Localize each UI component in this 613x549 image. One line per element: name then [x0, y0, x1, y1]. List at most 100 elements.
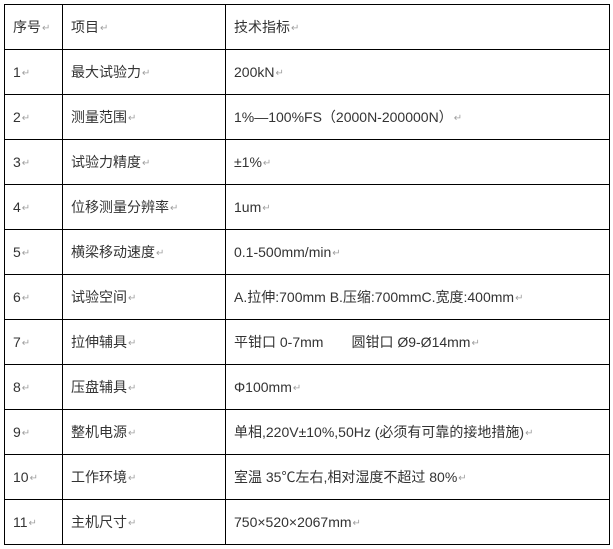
cell-num-text: 11: [13, 514, 28, 530]
paragraph-marker-icon: ↵: [128, 473, 136, 484]
cell-num: 2↵: [5, 95, 63, 140]
paragraph-marker-icon: ↵: [22, 338, 30, 349]
cell-num: 8↵: [5, 365, 63, 410]
cell-spec-text: 200kN: [234, 64, 274, 80]
paragraph-marker-icon: ↵: [128, 113, 136, 124]
cell-spec: 室温 35℃左右,相对湿度不超过 80%↵: [226, 455, 610, 500]
cell-item-text: 测量范围: [71, 109, 127, 125]
cell-item-text: 试验空间: [71, 289, 127, 305]
paragraph-marker-icon: ↵: [275, 68, 283, 79]
cell-item-text: 拉伸辅具: [71, 334, 127, 350]
paragraph-marker-icon: ↵: [128, 518, 136, 529]
cell-spec: 200kN↵: [226, 50, 610, 95]
cell-item-text: 工作环境: [71, 469, 127, 485]
paragraph-marker-icon: ↵: [22, 248, 30, 259]
table-row: 1↵ 最大试验力 ↵ 200kN↵: [5, 50, 610, 95]
cell-num: 9↵: [5, 410, 63, 455]
paragraph-marker-icon: ↵: [170, 203, 178, 214]
cell-spec: 1%—100%FS（2000N-200000N）↵: [226, 95, 610, 140]
cell-num-text: 9: [13, 424, 21, 440]
cell-num-text: 4: [13, 199, 21, 215]
paragraph-marker-icon: ↵: [353, 518, 361, 529]
table-row: 3↵ 试验力精度↵ ±1%↵: [5, 140, 610, 185]
cell-spec: 0.1-500mm/min↵: [226, 230, 610, 275]
cell-item: 横梁移动速度↵: [63, 230, 226, 275]
paragraph-marker-icon: ↵: [515, 293, 523, 304]
paragraph-marker-icon: ↵: [42, 23, 50, 34]
cell-num: 4↵: [5, 185, 63, 230]
paragraph-marker-icon: ↵: [128, 338, 136, 349]
header-num-text: 序号: [13, 19, 41, 35]
cell-item-text: 试验力精度: [71, 154, 141, 170]
cell-spec: Φ100mm↵: [226, 365, 610, 410]
table-row: 2↵ 测量范围↵ 1%—100%FS（2000N-200000N）↵: [5, 95, 610, 140]
cell-spec: 平钳口 0-7mm 圆钳口 Ø9-Ø14mm↵: [226, 320, 610, 365]
table-row: 9↵ 整机电源↵ 单相,220V±10%,50Hz (必须有可靠的接地措施)↵: [5, 410, 610, 455]
paragraph-marker-icon: ↵: [471, 338, 479, 349]
cell-spec-text: A.拉伸:700mm B.压缩:700mmC.宽度:400mm: [234, 289, 514, 305]
cell-item: 整机电源↵: [63, 410, 226, 455]
cell-num-text: 8: [13, 379, 21, 395]
table-row: 5↵ 横梁移动速度↵ 0.1-500mm/min↵: [5, 230, 610, 275]
cell-num: 5↵: [5, 230, 63, 275]
paragraph-marker-icon: ↵: [263, 158, 271, 169]
cell-item-text: 整机电源: [71, 424, 127, 440]
cell-spec-text: ±1%: [234, 154, 262, 170]
cell-spec-text: 1%—100%FS（2000N-200000N）: [234, 109, 453, 125]
header-cell-spec: 技术指标↵: [226, 5, 610, 50]
paragraph-marker-icon: ↵: [293, 383, 301, 394]
cell-num: 11↵: [5, 500, 63, 545]
paragraph-marker-icon: ↵: [332, 248, 340, 259]
cell-item: 试验力精度↵: [63, 140, 226, 185]
paragraph-marker-icon: ↵: [29, 518, 37, 529]
paragraph-marker-icon: ↵: [22, 158, 30, 169]
table-row: 10↵ 工作环境↵ 室温 35℃左右,相对湿度不超过 80%↵: [5, 455, 610, 500]
cell-item: 位移测量分辨率↵: [63, 185, 226, 230]
spec-table-body: 序号↵ 项目↵ 技术指标↵ 1↵ 最大试验力↵ 200kN↵ 2↵ 测量范围↵ …: [5, 5, 610, 545]
cell-spec: 1um↵: [226, 185, 610, 230]
paragraph-marker-icon: ↵: [454, 113, 462, 124]
header-item-text: 项目: [71, 19, 99, 35]
paragraph-marker-icon: ↵: [22, 113, 30, 124]
cell-spec-text: 平钳口 0-7mm 圆钳口 Ø9-Ø14mm: [234, 334, 470, 350]
cell-item: 拉伸辅具↵: [63, 320, 226, 365]
cell-num: 1↵: [5, 50, 63, 95]
cell-spec-text: Φ100mm: [234, 379, 292, 395]
cell-spec-text: 1um: [234, 199, 261, 215]
paragraph-marker-icon: ↵: [30, 473, 38, 484]
cell-item-text: 压盘辅具: [71, 379, 127, 395]
cell-num: 10↵: [5, 455, 63, 500]
cell-spec-text: 750×520×2067mm: [234, 514, 352, 530]
spec-table: 序号↵ 项目↵ 技术指标↵ 1↵ 最大试验力↵ 200kN↵ 2↵ 测量范围↵ …: [4, 4, 610, 545]
header-cell-item: 项目↵: [63, 5, 226, 50]
paragraph-marker-icon: ↵: [291, 23, 299, 34]
paragraph-marker-icon: ↵: [22, 293, 30, 304]
header-spec-text: 技术指标: [234, 19, 290, 35]
cell-spec: A.拉伸:700mm B.压缩:700mmC.宽度:400mm↵: [226, 275, 610, 320]
cell-spec-text: 室温 35℃左右,相对湿度不超过 80%: [234, 469, 457, 485]
cell-num: 7↵: [5, 320, 63, 365]
cell-spec: 750×520×2067mm↵: [226, 500, 610, 545]
paragraph-marker-icon: ↵: [142, 158, 150, 169]
cell-item-text: 横梁移动速度: [71, 244, 155, 260]
cell-num: 3↵: [5, 140, 63, 185]
cell-num-text: 2: [13, 109, 21, 125]
cell-spec: 单相,220V±10%,50Hz (必须有可靠的接地措施)↵: [226, 410, 610, 455]
cell-item-text: 位移测量分辨率: [71, 199, 169, 215]
table-row: 11↵ 主机尺寸↵ 750×520×2067mm↵: [5, 500, 610, 545]
cell-item: 试验空间↵: [63, 275, 226, 320]
cell-spec: ±1%↵: [226, 140, 610, 185]
paragraph-marker-icon: ↵: [128, 428, 136, 439]
table-row: 8↵ 压盘辅具↵ Φ100mm↵: [5, 365, 610, 410]
paragraph-marker-icon: ↵: [525, 428, 533, 439]
cell-item-text: 主机尺寸: [71, 514, 127, 530]
paragraph-marker-icon: ↵: [128, 293, 136, 304]
paragraph-marker-icon: ↵: [458, 473, 466, 484]
cell-item-text: 最大试验力: [71, 64, 141, 80]
table-row: 7↵ 拉伸辅具↵ 平钳口 0-7mm 圆钳口 Ø9-Ø14mm↵: [5, 320, 610, 365]
cell-spec-text: 单相,220V±10%,50Hz (必须有可靠的接地措施): [234, 424, 524, 440]
cell-num-text: 10: [13, 469, 29, 485]
cell-num-text: 7: [13, 334, 21, 350]
paragraph-marker-icon: ↵: [128, 383, 136, 394]
cell-spec-text: 0.1-500mm/min: [234, 244, 331, 260]
